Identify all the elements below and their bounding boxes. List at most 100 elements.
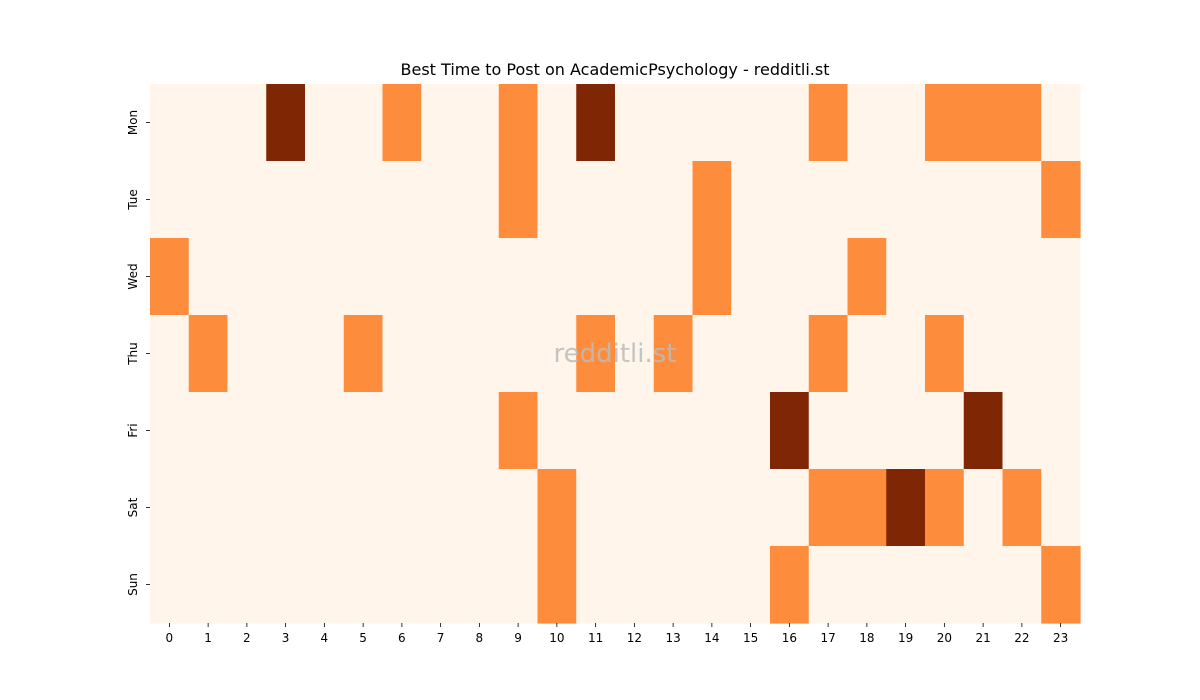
y-tick-label: Sun [126, 573, 140, 596]
heatmap-cell-fri-8 [460, 392, 500, 470]
heatmap-cell-fri-1 [188, 392, 229, 470]
x-tick-label: 22 [1014, 631, 1029, 645]
heatmap-cell-wed-10 [537, 238, 577, 316]
x-tick-label: 2 [243, 631, 251, 645]
heatmap-cell-sun-11 [576, 546, 616, 624]
heatmap-cell-tue-4 [305, 161, 345, 239]
heatmap-cell-tue-22 [1002, 161, 1042, 239]
heatmap-cell-thu-15 [731, 315, 771, 393]
heatmap-cell-wed-9 [498, 238, 539, 316]
heatmap-cell-sat-17 [808, 469, 849, 547]
heatmap-cell-thu-2 [227, 315, 267, 393]
heatmap-cell-mon-20 [925, 84, 965, 162]
heatmap-cell-fri-19 [886, 392, 926, 470]
heatmap-cell-tue-18 [847, 161, 887, 239]
heatmap-cell-sun-17 [808, 546, 849, 624]
chart-title: Best Time to Post on AcademicPsychology … [400, 60, 830, 79]
heatmap-cell-sat-18 [847, 469, 887, 547]
heatmap-cell-tue-12 [615, 161, 655, 239]
y-tick-label: Wed [126, 263, 140, 289]
heatmap-cell-wed-5 [343, 238, 384, 316]
heatmap-cell-wed-18 [847, 238, 887, 316]
heatmap-cell-tue-20 [925, 161, 965, 239]
heatmap-cell-sun-4 [305, 546, 345, 624]
heatmap-cell-fri-14 [692, 392, 732, 470]
heatmap-cell-tue-0 [150, 161, 190, 239]
heatmap-cell-mon-1 [188, 84, 229, 162]
heatmap-cell-tue-14 [692, 161, 732, 239]
heatmap-cell-wed-1 [188, 238, 229, 316]
x-tick-label: 18 [859, 631, 874, 645]
heatmap-cell-sat-15 [731, 469, 771, 547]
heatmap-cell-sat-10 [537, 469, 577, 547]
heatmap-cell-wed-23 [1041, 238, 1081, 316]
heatmap-cell-sat-23 [1041, 469, 1081, 547]
heatmap-cell-sat-22 [1002, 469, 1042, 547]
heatmap-cell-fri-9 [498, 392, 539, 470]
heatmap-cell-wed-4 [305, 238, 345, 316]
heatmap-cell-tue-9 [498, 161, 539, 239]
heatmap-cell-sun-23 [1041, 546, 1081, 624]
x-tick-label: 21 [975, 631, 990, 645]
x-tick-label: 20 [937, 631, 952, 645]
x-tick-label: 5 [359, 631, 367, 645]
heatmap-cell-mon-14 [692, 84, 732, 162]
heatmap-cell-mon-17 [808, 84, 849, 162]
heatmap-cell-tue-16 [770, 161, 810, 239]
y-tick-label: Tue [126, 189, 140, 211]
watermark: redditli.st [554, 339, 677, 369]
heatmap-cell-sun-22 [1002, 546, 1042, 624]
heatmap-cell-fri-15 [731, 392, 771, 470]
x-tick-label: 8 [476, 631, 484, 645]
heatmap-cell-fri-13 [653, 392, 694, 470]
heatmap-cell-mon-11 [576, 84, 616, 162]
heatmap-cell-thu-20 [925, 315, 965, 393]
heatmap-cell-mon-8 [460, 84, 500, 162]
heatmap-cell-sun-13 [653, 546, 694, 624]
heatmap-cell-thu-14 [692, 315, 732, 393]
heatmap-cell-wed-13 [653, 238, 694, 316]
x-tick-label: 6 [398, 631, 406, 645]
heatmap-cell-sat-12 [615, 469, 655, 547]
heatmap-cell-sun-14 [692, 546, 732, 624]
heatmap-cell-sat-5 [343, 469, 384, 547]
heatmap-cell-thu-21 [963, 315, 1004, 393]
heatmap-cell-fri-17 [808, 392, 849, 470]
heatmap-cell-thu-8 [460, 315, 500, 393]
heatmap-cell-fri-16 [770, 392, 810, 470]
heatmap-cell-tue-23 [1041, 161, 1081, 239]
heatmap-cell-sun-21 [963, 546, 1004, 624]
heatmap-cell-fri-6 [382, 392, 422, 470]
y-tick-label: Fri [126, 423, 140, 437]
heatmap-cell-fri-23 [1041, 392, 1081, 470]
heatmap-cell-thu-6 [382, 315, 422, 393]
heatmap-cell-thu-10 [537, 315, 577, 393]
heatmap-cell-sat-3 [266, 469, 306, 547]
heatmap-cell-tue-10 [537, 161, 577, 239]
x-tick-label: 11 [588, 631, 603, 645]
heatmap-cell-sat-6 [382, 469, 422, 547]
x-tick-label: 0 [166, 631, 174, 645]
heatmap-cell-sat-16 [770, 469, 810, 547]
heatmap-cell-sun-9 [498, 546, 539, 624]
heatmap-cell-tue-2 [227, 161, 267, 239]
heatmap-cell-sun-6 [382, 546, 422, 624]
heatmap-cell-thu-18 [847, 315, 887, 393]
x-tick-label: 13 [665, 631, 680, 645]
heatmap-cell-wed-20 [925, 238, 965, 316]
heatmap-cell-tue-21 [963, 161, 1004, 239]
heatmap-cell-fri-18 [847, 392, 887, 470]
heatmap-cell-mon-3 [266, 84, 306, 162]
heatmap-cell-sat-9 [498, 469, 539, 547]
heatmap-cell-tue-19 [886, 161, 926, 239]
heatmap-cell-wed-0 [150, 238, 190, 316]
heatmap-cell-mon-22 [1002, 84, 1042, 162]
x-tick-label: 15 [743, 631, 758, 645]
heatmap-cell-fri-0 [150, 392, 190, 470]
heatmap-cell-sun-12 [615, 546, 655, 624]
heatmap-cell-thu-17 [808, 315, 849, 393]
x-tick-label: 9 [514, 631, 522, 645]
heatmap-cell-fri-7 [421, 392, 461, 470]
heatmap-cell-thu-5 [343, 315, 384, 393]
